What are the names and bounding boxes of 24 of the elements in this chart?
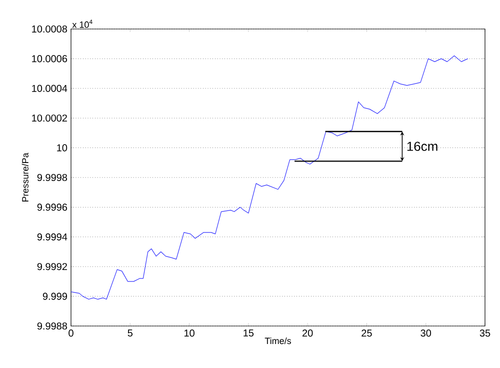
y-tick-label: 9.9992 <box>37 263 67 270</box>
y-tick-label: 10.0006 <box>32 55 68 62</box>
y-tick-label: 9.9994 <box>37 233 68 240</box>
x-tick-label: 10 <box>184 330 194 337</box>
y-tick-label: 9.9996 <box>37 204 68 211</box>
y-tick-label: 9.999 <box>42 292 67 300</box>
y-tick-label: 9.9998 <box>37 174 68 182</box>
y-tick-label: 10.0002 <box>32 114 67 122</box>
x-tick-label: 35 <box>480 330 490 337</box>
x-tick-label: 20 <box>302 330 313 337</box>
y-tick-label: 10.0004 <box>32 84 68 92</box>
y-tick-label: 10 <box>57 144 68 152</box>
x-axis-title: Time/s <box>264 337 292 344</box>
x-tick-label: 0 <box>68 330 74 337</box>
y-axis-title: Pressure/Pa <box>22 152 28 202</box>
text: x 10$^{4}$ <box>72 20 92 28</box>
x-tick-label: 15 <box>244 330 254 337</box>
line-series <box>71 55 468 300</box>
x-tick-label: 25 <box>362 330 372 337</box>
y-tick-label: 9.9988 <box>37 322 68 330</box>
x-tick-label: 5 <box>128 330 133 337</box>
y-tick-label: 10.0008 <box>32 25 68 33</box>
annotation: 16cm <box>407 142 438 151</box>
x-tick-label: 30 <box>420 330 432 337</box>
